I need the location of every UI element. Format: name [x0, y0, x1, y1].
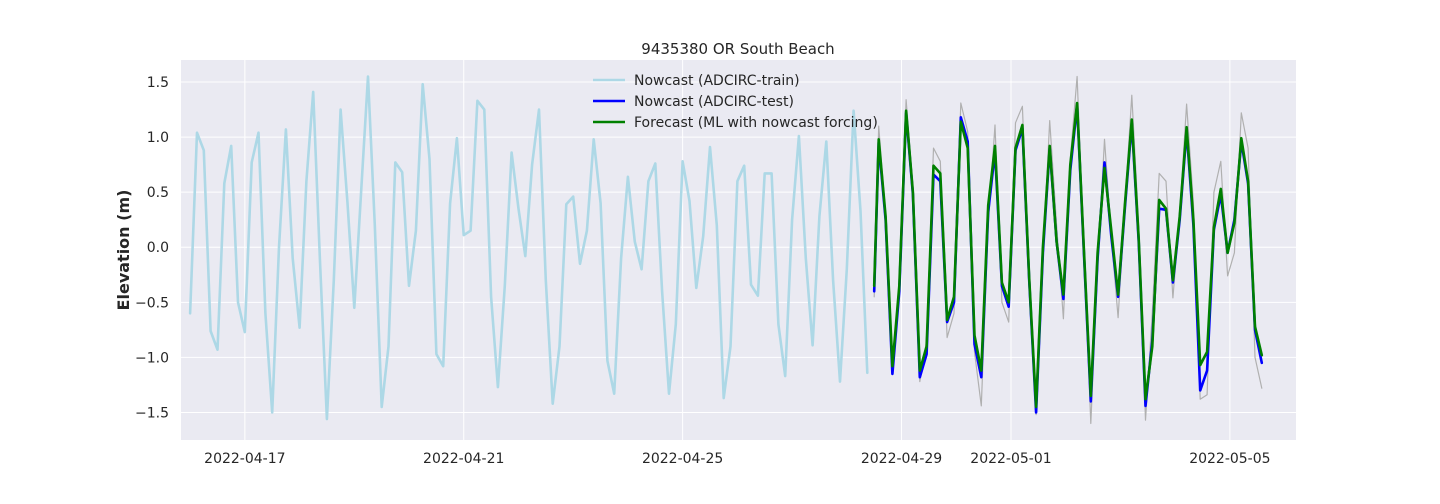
- x-tick-label: 2022-05-01: [970, 451, 1051, 467]
- legend-label: Nowcast (ADCIRC-test): [634, 94, 794, 110]
- y-tick-label: −0.5: [135, 295, 169, 311]
- y-axis-ticks: −1.5 −1.0 −0.5 0.0 0.5 1.0 1.5: [135, 75, 169, 421]
- x-tick-label: 2022-04-29: [861, 451, 942, 467]
- x-tick-label: 2022-04-25: [642, 451, 723, 467]
- x-tick-label: 2022-04-21: [423, 451, 504, 467]
- y-tick-label: 1.0: [147, 130, 169, 146]
- y-tick-label: −1.5: [135, 405, 169, 421]
- x-tick-label: 2022-05-05: [1189, 451, 1270, 467]
- legend-label: Forecast (ML with nowcast forcing): [634, 115, 878, 131]
- legend-label: Nowcast (ADCIRC-train): [634, 73, 800, 89]
- x-tick-label: 2022-04-17: [204, 451, 285, 467]
- y-tick-label: 0.0: [147, 240, 169, 256]
- y-tick-label: −1.0: [135, 350, 169, 366]
- chart-title: 9435380 OR South Beach: [641, 40, 834, 58]
- y-axis-label: Elevation (m): [114, 190, 133, 311]
- y-tick-label: 1.5: [147, 75, 169, 91]
- x-axis-ticks: 2022-04-17 2022-04-21 2022-04-25 2022-04-29…: [204, 451, 1270, 467]
- y-tick-label: 0.5: [147, 185, 169, 201]
